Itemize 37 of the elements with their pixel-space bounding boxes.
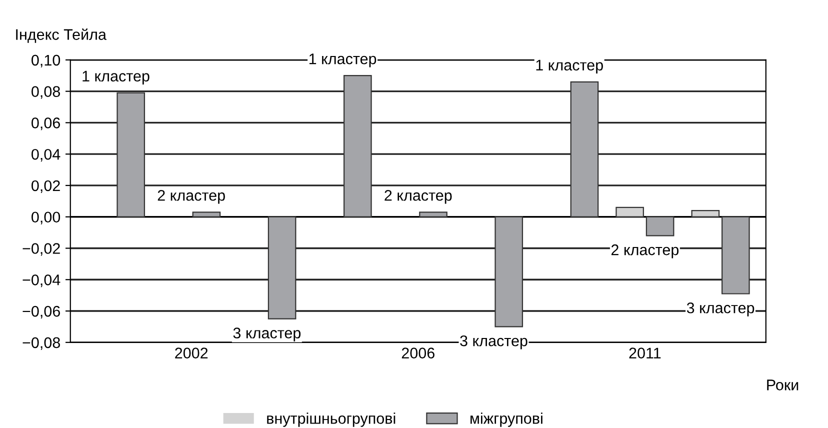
y-tick-label: 0,00: [32, 212, 60, 224]
annotation: 3 кластер: [233, 328, 301, 342]
bar: [570, 81, 599, 218]
bar: [494, 216, 524, 328]
y-tick-label: −0,06: [22, 306, 60, 319]
bar: [419, 212, 448, 218]
bar: [721, 216, 750, 294]
y-tick-label: 0,06: [32, 118, 60, 130]
x-tick-label: 2006: [402, 348, 434, 358]
y-tick-label: −0,04: [22, 274, 60, 288]
y-tick-label: 0,04: [32, 148, 60, 162]
bar: [192, 212, 221, 218]
x-tick-label: 2011: [629, 348, 661, 358]
legend-label: міжгрупові: [470, 412, 542, 427]
bar: [343, 75, 372, 218]
annotation: 2 кластер: [611, 244, 679, 258]
y-tick-label: 0,02: [32, 180, 60, 193]
bar: [116, 92, 146, 218]
annotation: 1 кластер: [536, 60, 603, 74]
bar: [616, 206, 644, 218]
annotation: 3 кластер: [686, 302, 754, 316]
annotation: 2 кластер: [158, 190, 225, 204]
y-tick-label: 0,08: [32, 86, 60, 99]
annotation: 1 кластер: [82, 70, 150, 85]
annotation: 1 кластер: [309, 54, 376, 68]
y-tick-label: −0,08: [22, 337, 60, 350]
annotation: 2 кластер: [384, 190, 452, 204]
annotation: 3 кластер: [460, 335, 528, 350]
y-tick-label: 0,10: [32, 54, 60, 68]
legend-label: внутрішньогрупові: [267, 412, 396, 427]
bar: [268, 216, 296, 320]
x-tick-label: 2002: [175, 348, 208, 358]
bar: [646, 216, 674, 236]
y-axis-title: Індекс Тейла: [16, 28, 106, 43]
x-axis-title: Роки: [767, 380, 798, 390]
y-tick-label: −0,02: [22, 243, 60, 256]
bar: [691, 210, 720, 218]
